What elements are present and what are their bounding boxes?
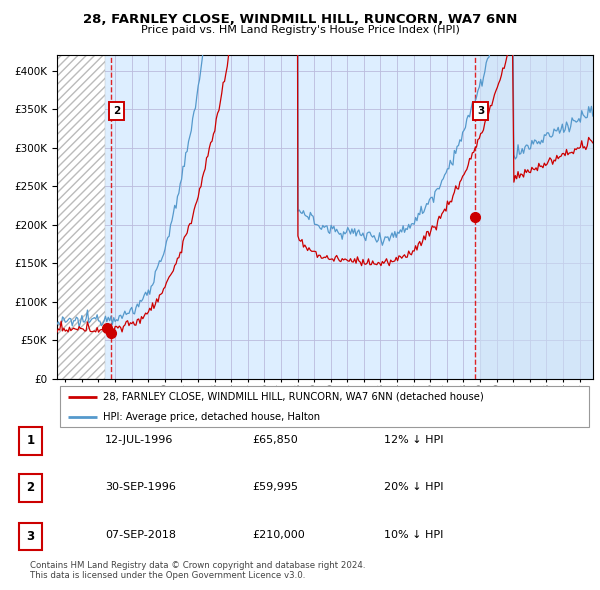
FancyBboxPatch shape (59, 386, 589, 427)
Bar (480, 55, 593, 379)
Text: 12% ↓ HPI: 12% ↓ HPI (384, 435, 443, 444)
Text: 1: 1 (26, 434, 35, 447)
Text: This data is licensed under the Open Government Licence v3.0.: This data is licensed under the Open Gov… (30, 571, 305, 580)
Text: HPI: Average price, detached house, Halton: HPI: Average price, detached house, Halt… (103, 412, 320, 422)
Text: 2: 2 (26, 481, 35, 494)
Text: 3: 3 (477, 106, 484, 116)
Text: 28, FARNLEY CLOSE, WINDMILL HILL, RUNCORN, WA7 6NN (detached house): 28, FARNLEY CLOSE, WINDMILL HILL, RUNCOR… (103, 392, 483, 402)
Text: 30-SEP-1996: 30-SEP-1996 (105, 482, 176, 491)
Text: £65,850: £65,850 (252, 435, 298, 444)
Text: 20% ↓ HPI: 20% ↓ HPI (384, 482, 443, 491)
Text: Contains HM Land Registry data © Crown copyright and database right 2024.: Contains HM Land Registry data © Crown c… (30, 560, 365, 569)
Text: 10% ↓ HPI: 10% ↓ HPI (384, 530, 443, 540)
Text: 12-JUL-1996: 12-JUL-1996 (105, 435, 173, 444)
FancyBboxPatch shape (19, 523, 42, 550)
Text: 2: 2 (113, 106, 120, 116)
FancyBboxPatch shape (19, 427, 42, 454)
FancyBboxPatch shape (19, 474, 42, 502)
Text: £59,995: £59,995 (252, 482, 298, 491)
Text: 3: 3 (26, 530, 35, 543)
Text: £210,000: £210,000 (252, 530, 305, 540)
Text: 28, FARNLEY CLOSE, WINDMILL HILL, RUNCORN, WA7 6NN: 28, FARNLEY CLOSE, WINDMILL HILL, RUNCOR… (83, 13, 517, 26)
Text: Price paid vs. HM Land Registry's House Price Index (HPI): Price paid vs. HM Land Registry's House … (140, 25, 460, 35)
Text: 07-SEP-2018: 07-SEP-2018 (105, 530, 176, 540)
